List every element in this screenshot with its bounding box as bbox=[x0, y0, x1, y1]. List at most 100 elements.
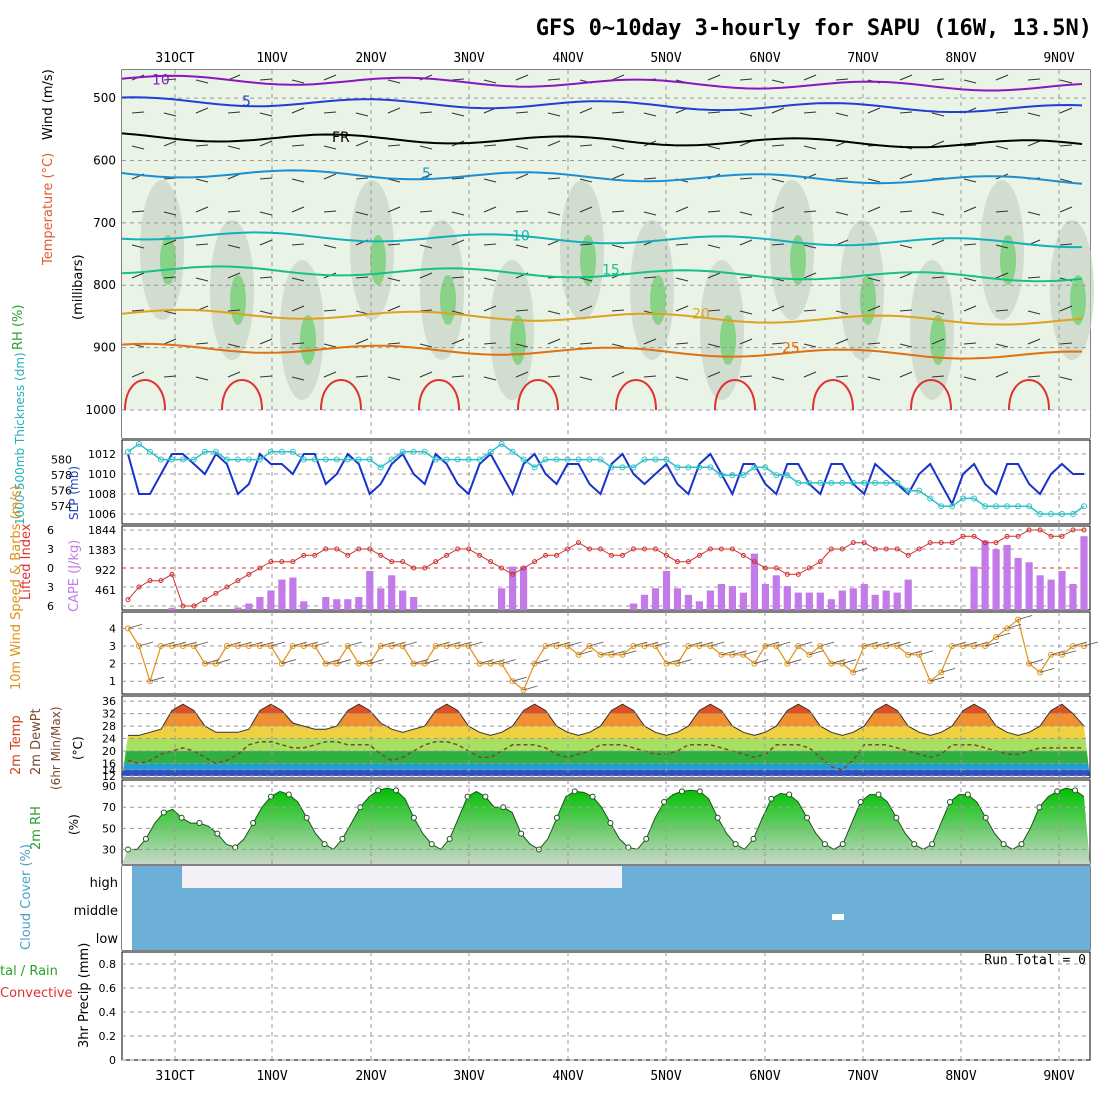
wind-barb bbox=[131, 272, 145, 279]
wind-barb-10m bbox=[820, 641, 835, 647]
wind-barb bbox=[195, 107, 209, 114]
surface-temp-contour bbox=[714, 379, 756, 411]
wind-barb bbox=[515, 111, 529, 114]
wind-barb bbox=[867, 342, 881, 345]
label-slp: SLP (mb) bbox=[67, 466, 81, 520]
label-cloud-cover: Cloud Cover (%) bbox=[19, 844, 34, 950]
li-point bbox=[949, 540, 955, 546]
wind-speed-point bbox=[663, 660, 670, 667]
li-point bbox=[751, 559, 757, 565]
wind-barb bbox=[963, 79, 977, 84]
wind-barb-10m bbox=[237, 641, 252, 647]
ytick-slp: 1012 bbox=[88, 448, 116, 461]
wind-speed-point bbox=[355, 660, 362, 667]
li-point bbox=[202, 597, 208, 603]
li-point bbox=[532, 559, 538, 565]
label-temperature: Temperature (°C) bbox=[41, 153, 56, 266]
wind-barb bbox=[131, 244, 145, 249]
li-point bbox=[521, 565, 527, 571]
wind-barb-10m bbox=[1061, 650, 1077, 656]
thickness-point bbox=[399, 448, 406, 455]
wind-speed-point bbox=[201, 660, 208, 667]
wind-barb bbox=[387, 376, 401, 381]
wind-barb bbox=[1059, 342, 1073, 345]
li-point bbox=[894, 546, 900, 552]
thickness-point bbox=[1004, 503, 1011, 510]
rh-point bbox=[911, 841, 918, 848]
wind-barb-10m bbox=[831, 659, 846, 664]
label-thickness: 1000-500mb Thickness (dm) bbox=[13, 352, 27, 525]
wind-speed-point bbox=[509, 678, 516, 685]
cape-bar bbox=[871, 594, 879, 610]
wind-barb bbox=[163, 375, 177, 378]
cape-bar bbox=[805, 592, 813, 610]
wind-barb bbox=[579, 376, 593, 381]
thickness-point bbox=[729, 472, 736, 479]
rh-shading-core bbox=[230, 275, 246, 325]
li-point bbox=[455, 546, 461, 552]
thickness-point bbox=[190, 456, 197, 463]
wind-speed-point bbox=[630, 642, 637, 649]
wind-barb bbox=[291, 79, 305, 84]
wind-barb-10m bbox=[413, 659, 428, 664]
ytick-temp: 28 bbox=[102, 720, 116, 733]
wind-barb bbox=[259, 239, 273, 246]
label-rh: RH (%) bbox=[11, 305, 26, 350]
wind-speed-point bbox=[553, 642, 560, 649]
ytick-temp: 16 bbox=[102, 758, 116, 771]
rh-point bbox=[661, 798, 668, 805]
surface-temp-contour bbox=[517, 379, 559, 411]
thickness-point bbox=[707, 464, 714, 471]
wind-barb bbox=[1059, 206, 1073, 213]
wind-barb bbox=[867, 206, 881, 213]
thickness-point bbox=[322, 456, 329, 463]
day-label-top: 4NOV bbox=[552, 51, 583, 66]
cape-bar bbox=[509, 566, 517, 610]
wind-speed-point bbox=[795, 642, 802, 649]
ytick-temp: 14 bbox=[102, 764, 116, 777]
rh-point bbox=[714, 814, 721, 821]
thickness-point bbox=[575, 456, 582, 463]
thickness-point bbox=[740, 472, 747, 479]
wind-barb bbox=[739, 375, 753, 378]
wind-speed-point bbox=[1015, 616, 1022, 623]
wind-barb bbox=[419, 210, 433, 213]
li-point bbox=[422, 565, 428, 571]
wind-barb bbox=[291, 178, 305, 183]
wind-speed-point bbox=[476, 660, 483, 667]
rh-shading-core bbox=[580, 235, 596, 285]
ytick-cape: 1844 bbox=[88, 524, 116, 537]
wind-barb bbox=[899, 210, 913, 213]
thickness-point bbox=[960, 495, 967, 502]
wind-barb bbox=[195, 243, 209, 246]
temp-contour-label: 5 bbox=[242, 94, 251, 110]
wind-barb-10m bbox=[886, 641, 901, 647]
wind-speed-point bbox=[883, 642, 890, 649]
ytick-li: 3 bbox=[47, 581, 54, 594]
wind-barb bbox=[259, 338, 273, 345]
thickness-point bbox=[894, 479, 901, 486]
wind-barb bbox=[611, 343, 625, 348]
wind-speed-point bbox=[894, 642, 901, 649]
rh-shading-core bbox=[370, 235, 386, 285]
thickness-point bbox=[828, 479, 835, 486]
day-label-top: 5NOV bbox=[650, 51, 681, 66]
day-label-top: 7NOV bbox=[847, 51, 878, 66]
li-point bbox=[444, 552, 450, 558]
wind-barb-10m bbox=[666, 659, 681, 664]
wind-barb bbox=[387, 79, 401, 84]
day-label-top: 1NOV bbox=[256, 51, 287, 66]
wind-barb bbox=[963, 206, 977, 213]
surface-temp-contour bbox=[1008, 379, 1050, 411]
cape-bar bbox=[520, 566, 528, 610]
thickness-point bbox=[630, 464, 637, 471]
wind-barb bbox=[675, 305, 689, 312]
thickness-point bbox=[949, 503, 956, 510]
wind-barb bbox=[163, 310, 177, 315]
wind-barb bbox=[515, 210, 529, 213]
ytick-cape: 461 bbox=[95, 584, 116, 597]
wind-barb bbox=[995, 309, 1009, 312]
wind-speed-point bbox=[597, 651, 604, 658]
cloud-level-label: high bbox=[90, 876, 118, 891]
wind-barb-10m bbox=[424, 659, 439, 664]
